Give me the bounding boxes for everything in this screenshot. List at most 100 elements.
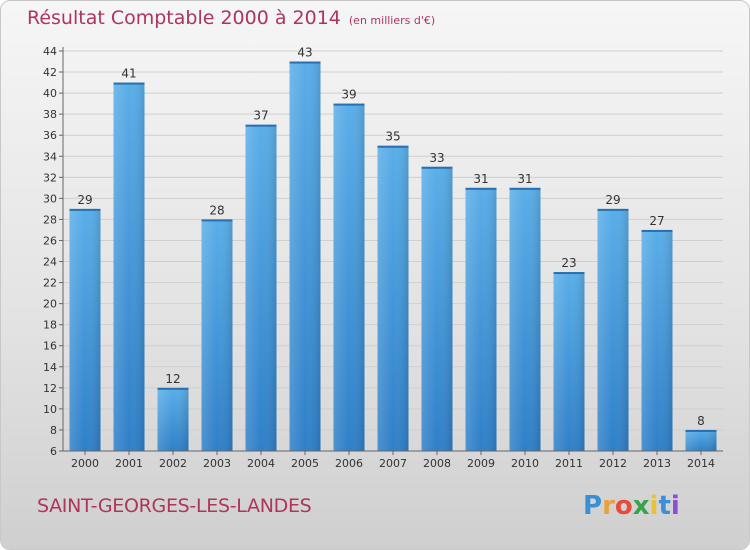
bar-group: 33 xyxy=(421,151,453,451)
data-label: 8 xyxy=(697,414,705,428)
logo-letter: x xyxy=(632,491,650,521)
y-tick-label: 38 xyxy=(43,108,57,121)
x-tick-label: 2007 xyxy=(379,457,407,470)
data-label: 41 xyxy=(121,67,136,81)
commune-name: SAINT-GEORGES-LES-LANDES xyxy=(37,495,312,517)
data-label: 31 xyxy=(473,172,488,186)
bar-top-edge xyxy=(465,187,497,190)
x-axis: 2000 2001 2002 2003 2004 2005 2006 2007 2008 2009… xyxy=(63,450,723,470)
logo-letter: t xyxy=(658,491,671,521)
y-tick-label: 18 xyxy=(43,319,57,332)
data-label: 31 xyxy=(517,172,532,186)
y-tick-label: 20 xyxy=(43,298,57,311)
logo-letter: i xyxy=(649,491,659,521)
y-tick-label: 28 xyxy=(43,213,57,226)
bar-shade xyxy=(289,61,321,452)
bar-top-edge xyxy=(597,208,629,211)
y-tick-label: 34 xyxy=(43,150,57,163)
bar-shade xyxy=(465,187,497,451)
x-tick-label: 2000 xyxy=(71,457,99,470)
y-tick-label: 36 xyxy=(43,129,57,142)
y-tick-label: 22 xyxy=(43,277,57,290)
bar-group: 28 xyxy=(201,203,233,451)
bar-top-edge xyxy=(509,187,541,190)
data-label: 29 xyxy=(605,193,620,207)
bars: 29 41 12 28 37 43 39 35 33 31 31 23 29 27 8 xyxy=(69,46,717,452)
bar-chart: 6 8 10 12 14 16 18 20 22 24 26 28 30 32 34 36 38 40 42 44 2… xyxy=(43,45,723,470)
x-tick-label: 2012 xyxy=(599,457,627,470)
data-label: 39 xyxy=(341,88,356,102)
bar-shade xyxy=(157,387,189,451)
bar-top-edge xyxy=(113,82,145,85)
data-label: 23 xyxy=(561,256,576,270)
bar-shade xyxy=(421,166,453,451)
bar-shade xyxy=(641,229,673,451)
bar-shade xyxy=(113,82,145,451)
bar-group: 39 xyxy=(333,88,365,451)
data-label: 43 xyxy=(297,46,312,60)
bar-group: 23 xyxy=(553,256,585,451)
bar-shade xyxy=(509,187,541,451)
y-tick-label: 42 xyxy=(43,66,57,79)
x-tick-label: 2010 xyxy=(511,457,539,470)
bar-top-edge xyxy=(69,208,101,211)
y-tick-label: 24 xyxy=(43,256,57,269)
y-tick-label: 16 xyxy=(43,340,57,353)
bar-shade xyxy=(685,429,717,451)
bar-group: 35 xyxy=(377,130,409,451)
y-tick-label: 10 xyxy=(43,403,57,416)
data-label: 33 xyxy=(429,151,444,165)
chart-title: Résultat Comptable 2000 à 2014 (en millie… xyxy=(27,7,435,29)
y-tick-label: 30 xyxy=(43,192,57,205)
data-label: 37 xyxy=(253,109,268,123)
bar-top-edge xyxy=(553,272,585,275)
bar-top-edge xyxy=(641,229,673,232)
chart-title-text: Résultat Comptable 2000 à 2014 xyxy=(27,7,341,29)
x-tick-label: 2003 xyxy=(203,457,231,470)
y-tick-label: 32 xyxy=(43,171,57,184)
x-tick-label: 2014 xyxy=(687,457,715,470)
bar-group: 29 xyxy=(69,193,101,451)
bar-group: 31 xyxy=(509,172,541,451)
bar-shade xyxy=(245,124,277,452)
x-tick-label: 2013 xyxy=(643,457,671,470)
bar-shade xyxy=(597,208,629,451)
bar-top-edge xyxy=(333,103,365,106)
x-tick-label: 2009 xyxy=(467,457,495,470)
bar-group: 27 xyxy=(641,214,673,451)
bar-shade xyxy=(333,103,365,451)
bar-group: 43 xyxy=(289,46,321,452)
x-tick-label: 2008 xyxy=(423,457,451,470)
bar-shade xyxy=(201,219,233,451)
bar-top-edge xyxy=(421,166,453,169)
x-tick-label: 2002 xyxy=(159,457,187,470)
logo-letter: o xyxy=(614,491,633,521)
x-tick-label: 2011 xyxy=(555,457,583,470)
x-tick-label: 2005 xyxy=(291,457,319,470)
y-tick-label: 40 xyxy=(43,87,57,100)
bar-top-edge xyxy=(245,124,277,127)
logo-letter: r xyxy=(602,491,615,521)
y-tick-label: 6 xyxy=(50,445,57,458)
data-label: 28 xyxy=(209,203,224,217)
y-tick-label: 26 xyxy=(43,234,57,247)
x-tick-label: 2001 xyxy=(115,457,143,470)
y-tick-label: 44 xyxy=(43,45,57,58)
data-label: 29 xyxy=(77,193,92,207)
bar-group: 31 xyxy=(465,172,497,451)
y-tick-label: 14 xyxy=(43,361,57,374)
bar-top-edge xyxy=(157,387,189,390)
y-axis: 6 8 10 12 14 16 18 20 22 24 26 28 30 32 34 36 38 40 42 44 xyxy=(43,45,64,458)
bar-shade xyxy=(377,145,409,451)
data-label: 12 xyxy=(165,372,180,386)
bar-top-edge xyxy=(685,429,717,432)
x-tick-label: 2004 xyxy=(247,457,275,470)
x-tick-label: 2006 xyxy=(335,457,363,470)
bar-top-edge xyxy=(289,61,321,64)
bar-group: 29 xyxy=(597,193,629,451)
data-label: 27 xyxy=(649,214,664,228)
bar-group: 8 xyxy=(685,414,717,451)
bar-shade xyxy=(69,208,101,451)
data-label: 35 xyxy=(385,130,400,144)
